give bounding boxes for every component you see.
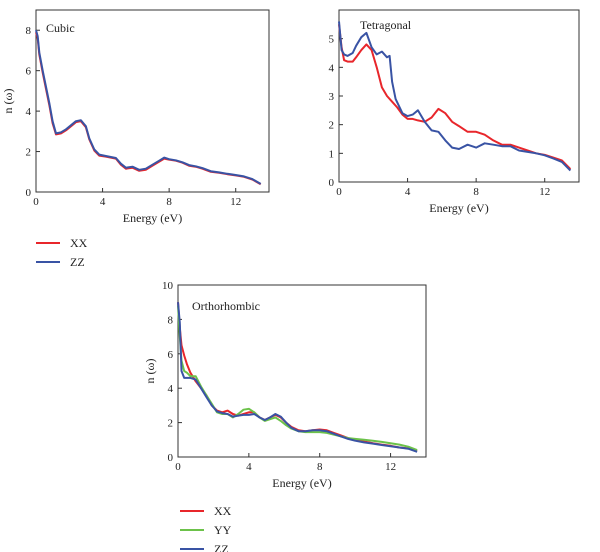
x-tick-label: 4 — [405, 186, 411, 198]
legend-label-yy: YY — [214, 523, 232, 537]
series-line-xx — [177, 302, 418, 452]
cubic-panel: 0 4 8 12 0 2 4 6 8 Energy (eV) n (ω) Cubic XX ZZ — [1, 9, 270, 269]
series-line-zz — [177, 302, 418, 453]
x-tick-label: 0 — [175, 461, 181, 473]
plot-frame — [177, 284, 427, 458]
x-axis-label: Energy (eV) — [123, 211, 182, 225]
x-tick-label: 8 — [317, 461, 323, 473]
y-tick-label: 4 — [329, 62, 335, 74]
y-tick-label: 6 — [168, 349, 174, 361]
y-tick-label: 0 — [329, 177, 335, 189]
y-axis-label: n (ω) — [1, 89, 15, 114]
legend-label-zz: ZZ — [214, 542, 229, 552]
x-tick-label: 0 — [33, 196, 39, 208]
plot-frame — [338, 9, 580, 183]
y-tick-label: 6 — [26, 66, 32, 78]
y-tick-label: 10 — [162, 280, 174, 292]
y-tick-label: 2 — [329, 120, 335, 132]
y-tick-label: 0 — [168, 452, 174, 464]
plot-frame — [35, 9, 270, 193]
panel-title: Tetragonal — [360, 18, 412, 32]
x-tick-label: 12 — [385, 461, 396, 473]
orthorhombic-panel: 0 4 8 12 0 2 4 6 8 10 Energy (eV) n (ω) Orthorhombic… — [143, 280, 427, 552]
x-tick-label: 4 — [100, 196, 106, 208]
series-line-xx — [35, 31, 262, 186]
y-tick-label: 2 — [168, 418, 174, 430]
panel-title: Orthorhombic — [192, 299, 260, 313]
x-tick-label: 4 — [246, 461, 252, 473]
series-line-zz — [35, 29, 262, 185]
y-tick-label: 8 — [168, 314, 174, 326]
panel-title: Cubic — [46, 21, 75, 35]
y-tick-label: 8 — [26, 25, 32, 37]
y-tick-label: 4 — [168, 383, 174, 395]
x-axis-label: Energy (eV) — [429, 201, 488, 215]
y-tick-label: 5 — [329, 34, 335, 46]
legend-label-xx: XX — [214, 504, 232, 518]
x-tick-label: 0 — [336, 186, 342, 198]
y-tick-label: 2 — [26, 147, 32, 159]
series-line-yy — [177, 305, 418, 452]
x-tick-label: 8 — [166, 196, 172, 208]
x-axis-label: Energy (eV) — [272, 476, 331, 490]
legend-label-zz: ZZ — [70, 255, 85, 269]
y-tick-label: 1 — [329, 148, 335, 160]
y-axis-label: n (ω) — [143, 359, 157, 384]
x-tick-label: 12 — [539, 186, 550, 198]
x-tick-label: 12 — [230, 196, 241, 208]
y-tick-label: 3 — [329, 91, 335, 103]
y-tick-label: 4 — [26, 106, 32, 118]
series-line-zz — [338, 21, 572, 172]
legend-label-xx: XX — [70, 236, 88, 250]
x-tick-label: 8 — [473, 186, 479, 198]
y-tick-label: 0 — [26, 187, 32, 199]
